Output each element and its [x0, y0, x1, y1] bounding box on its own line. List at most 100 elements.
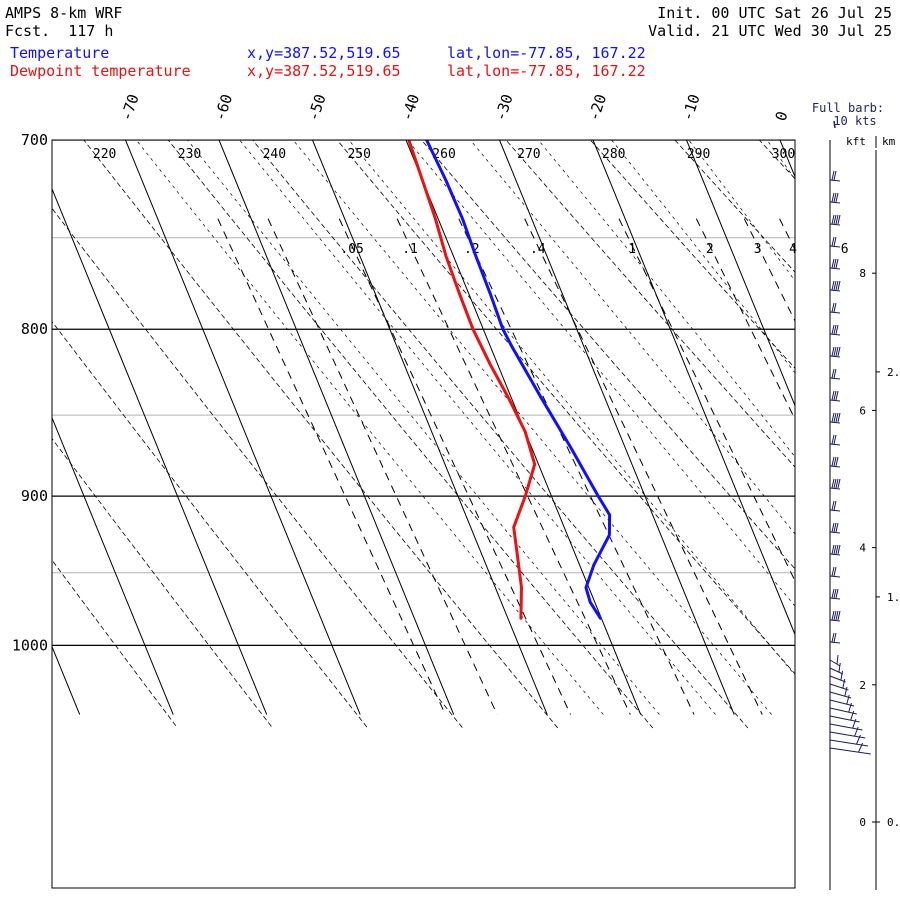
- temperature-tick-label: -10: [678, 92, 703, 123]
- mixing-ratio-label: 4: [789, 242, 797, 257]
- wind-barb-icon: [829, 500, 841, 512]
- wind-barb-icon: [829, 632, 841, 644]
- kft-tick-label: 0: [859, 816, 866, 829]
- legend-dewpoint-coords: x,y=387.52,519.65: [247, 62, 401, 80]
- potential-temp-label: 300: [772, 147, 795, 162]
- temperature-tick-label: -60: [211, 92, 236, 123]
- dry-adiabat-line: [52, 559, 178, 729]
- mixing-ratio-line: [267, 218, 498, 715]
- mixing-ratio-label: .1: [402, 242, 418, 257]
- init-time: Init. 00 UTC Sat 26 Jul 25: [657, 4, 892, 22]
- mixing-ratio-line: [217, 218, 446, 715]
- temperature-tick-label: -50: [304, 92, 329, 123]
- isotherm-line: [592, 140, 795, 636]
- dry-adiabat-line: [83, 140, 559, 729]
- moist-adiabat-line: [348, 140, 795, 676]
- pressure-tick-label: 1000: [12, 636, 48, 654]
- kft-axis-label: kft: [846, 135, 866, 148]
- potential-temp-label: 270: [517, 147, 540, 162]
- dry-adiabat-line: [505, 140, 795, 468]
- mixing-ratio-line: [458, 218, 695, 715]
- legend-temperature-latlon: lat,lon=-77.85, 167.22: [447, 44, 646, 62]
- wind-barb-icon: [829, 686, 852, 699]
- isotherm-line: [499, 140, 735, 715]
- wind-barb-icon: [829, 324, 841, 336]
- wind-barb-icon: [829, 654, 841, 667]
- kft-tick-label: 4: [859, 542, 866, 555]
- pressure-tick-label: 800: [21, 320, 48, 338]
- legend-dewpoint-name: Dewpoint temperature: [10, 62, 191, 80]
- dry-adiabat-line: [420, 140, 795, 570]
- moist-adiabat-line: [187, 140, 660, 715]
- isotherm-line: [779, 140, 795, 179]
- wind-barb-icon: [829, 588, 841, 600]
- barb-panel-subtitle: 10 kts: [833, 114, 876, 128]
- moist-adiabat-line: [537, 140, 795, 458]
- potential-temp-label: 250: [347, 147, 370, 162]
- mixing-ratio-label: 3: [754, 242, 762, 257]
- wind-barb-icon: [829, 670, 846, 683]
- dry-adiabat-line: [674, 140, 795, 273]
- dry-adiabat-line: [52, 320, 368, 729]
- wind-barb-icon: [829, 280, 841, 292]
- isotherm-line: [52, 187, 268, 715]
- pressure-tick-label: 700: [21, 131, 48, 149]
- wind-barb-icon: [829, 236, 841, 248]
- temperature-tick-label: -30: [491, 92, 516, 123]
- wind-barb-icon: [829, 302, 841, 314]
- dewpoint-profile-line: [407, 140, 537, 620]
- wind-barb-icon: [829, 412, 841, 424]
- isotherm-line: [52, 416, 174, 715]
- diagram-labels: 7008009001000-70-60-50-40-30-20-10010220…: [12, 92, 849, 655]
- dry-adiabat-line: [52, 207, 464, 729]
- valid-time: Valid. 21 UTC Wed 30 Jul 25: [648, 22, 892, 40]
- mixing-ratio-line: [338, 218, 572, 715]
- mixing-ratio-label: 1: [628, 242, 636, 257]
- wind-barb-icon: [829, 192, 841, 204]
- wind-barb-icon: [829, 678, 849, 691]
- wind-barb-icon: [829, 214, 841, 226]
- wind-barb-icon: [829, 702, 857, 715]
- sounding-profiles: [407, 140, 612, 620]
- wind-barb-icon: [829, 258, 841, 270]
- dry-adiabat-line: [252, 140, 749, 729]
- potential-temp-label: 240: [263, 147, 286, 162]
- barb-sample-icon: [833, 120, 836, 129]
- isotherm-line: [52, 645, 81, 715]
- pressure-tick-label: 900: [21, 487, 48, 505]
- wind-barb-icon: [829, 566, 841, 578]
- isotherm-line: [874, 140, 900, 715]
- kft-tick-label: 8: [859, 267, 866, 280]
- mixing-ratio-line: [831, 219, 900, 715]
- mixing-ratio-line: [396, 218, 631, 715]
- legend-temperature-coords: x,y=387.52,519.65: [247, 44, 401, 62]
- moist-adiabat-line: [292, 140, 772, 715]
- mixing-ratio-label: .05: [340, 242, 363, 257]
- km-tick-label: 2.: [887, 366, 900, 379]
- mixing-ratio-line: [524, 218, 763, 715]
- legend-temperature-name: Temperature: [10, 44, 110, 62]
- temperature-tick-label: 0: [772, 109, 792, 123]
- temperature-profile-line: [425, 140, 612, 620]
- wind-barb-icon: [829, 544, 841, 556]
- isotherm-line: [218, 140, 455, 715]
- dry-adiabat-line: [336, 140, 795, 675]
- wind-barb-icon: [829, 390, 841, 402]
- wind-barb-icon: [829, 456, 841, 468]
- wind-barb-icon: [829, 346, 841, 358]
- dry-adiabat-line: [52, 437, 273, 729]
- km-axis-label: km: [882, 135, 896, 148]
- dry-adiabat-line: [167, 140, 654, 729]
- km-tick-label: 0.: [887, 816, 900, 829]
- legend-dewpoint-latlon: lat,lon=-77.85, 167.22: [447, 62, 646, 80]
- moist-adiabat-line: [407, 140, 795, 607]
- temperature-tick-label: -70: [117, 92, 142, 123]
- isotherm-line: [312, 140, 548, 715]
- wind-barb-icon: [829, 368, 841, 380]
- plot-frame: [51, 139, 796, 889]
- wind-barb-icon: [829, 478, 841, 490]
- moist-adiabat-line: [135, 140, 604, 715]
- wind-barb-icon: [829, 434, 841, 446]
